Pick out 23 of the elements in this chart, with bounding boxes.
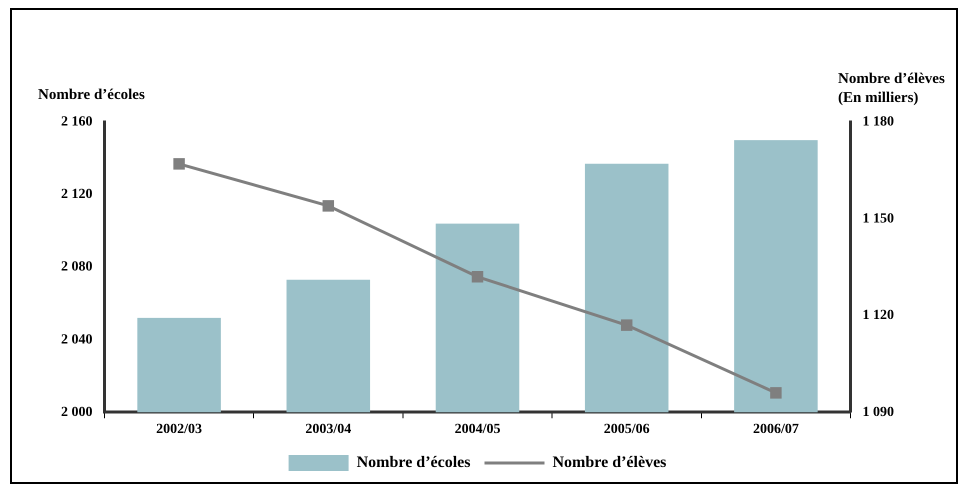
- y-tick-label: 2 040: [61, 332, 92, 348]
- y2-tick-label: 1 090: [862, 404, 894, 420]
- point: [770, 387, 782, 399]
- y2-tick-label: 1 150: [862, 211, 894, 226]
- y-tick-label: 2 160: [61, 114, 92, 130]
- point: [322, 200, 334, 212]
- y2-axis-title: Nombre d’élèves (En milliers): [838, 70, 945, 108]
- y2-tick-label: 1 180: [862, 114, 894, 130]
- x-tick-label: 2003/04: [305, 422, 352, 438]
- x-tick-label: 2005/06: [604, 422, 650, 438]
- point: [472, 271, 484, 283]
- legend-label: Nombre d’élèves: [552, 454, 666, 472]
- y-tick-label: 2 080: [61, 260, 92, 275]
- point: [173, 158, 185, 170]
- y-tick-label: 2 000: [61, 404, 92, 420]
- x-tick-label: 2004/05: [454, 422, 500, 438]
- y-axis-title: Nombre d’écoles: [38, 86, 145, 105]
- y-tick-label: 2 120: [61, 187, 92, 202]
- y2-tick-label: 1 120: [862, 308, 894, 324]
- point: [620, 319, 632, 331]
- legend-label: Nombre d’écoles: [356, 454, 471, 472]
- x-tick-label: 2002/03: [156, 422, 202, 438]
- x-tick-label: 2006/07: [752, 422, 799, 438]
